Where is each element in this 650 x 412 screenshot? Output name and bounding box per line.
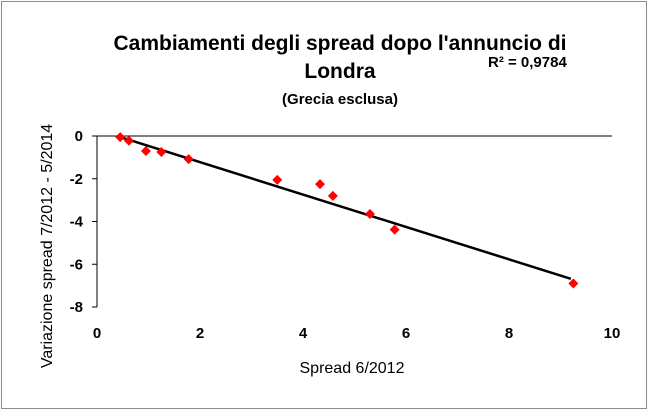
data-point-5 [183,154,194,165]
y-axis-label: Variazione spread 7/2012 - 5/2014 [39,124,56,368]
y-tick-label: -4 [70,214,84,231]
data-point-8 [327,190,338,201]
x-tick-label: 4 [299,325,308,342]
trendline-group [119,135,572,280]
chart-subtitle: (Grecia esclusa) [282,91,398,108]
trendline [119,135,572,280]
y-tick-label: -2 [70,171,83,188]
data-point-2 [123,135,134,146]
x-tick-label: 8 [505,325,513,342]
y-tick-label: -8 [70,299,83,316]
x-tick-label: 0 [93,325,101,342]
data-point-11 [568,278,579,289]
data-point-3 [140,145,151,156]
data-point-7 [314,179,325,190]
x-tick-label: 6 [402,325,410,342]
data-point-10 [389,224,400,235]
chart-title-line-2: Londra [304,60,375,83]
x-tick-label: 2 [196,325,204,342]
r-squared-annotation: R² = 0,9784 [488,54,567,71]
y-tick-label: 0 [75,128,83,145]
chart-title-line-1: Cambiamenti degli spread dopo l'annuncio… [113,32,566,55]
x-axis-label: Spread 6/2012 [300,360,405,377]
data-point-9 [364,209,375,220]
data-point-6 [272,174,283,185]
data-point-4 [156,147,167,158]
data-points [115,132,579,289]
axes: 0 2 4 6 8 10 0 -2 -4 -6 -8 [70,128,621,342]
data-point-1 [115,132,126,143]
y-tick-label: -6 [70,256,83,273]
x-tick-label: 10 [604,325,621,342]
